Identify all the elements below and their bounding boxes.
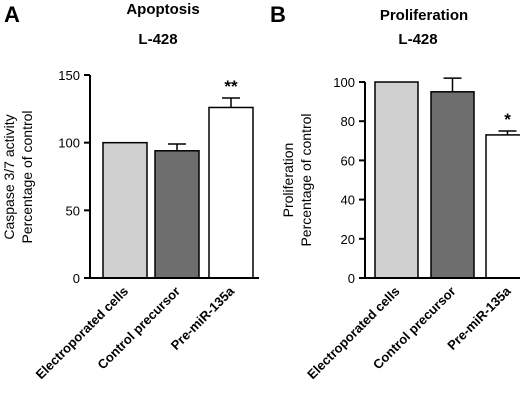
panel-a-significance-3: **	[224, 77, 238, 96]
panel-b-ytick-label: 100	[333, 75, 355, 90]
panel-a-bar-2	[154, 150, 200, 279]
panel-a-ytick-label: 50	[66, 203, 80, 218]
panel-b-category-label-1: Electroporated cells	[304, 284, 402, 382]
panel-b-ytick-label: 80	[341, 114, 355, 129]
panel-b-ytick-label: 40	[341, 193, 355, 208]
panel-b-letter: B	[270, 2, 286, 27]
panel-b-title: Proliferation	[380, 7, 468, 24]
panel-b-ylabel-line-2: Percentage of control	[298, 113, 314, 246]
panel-a-bar-3	[208, 106, 254, 279]
panel-b-ylabel-line-1: Proliferation	[280, 143, 296, 218]
panel-a-subtitle: L-428	[138, 31, 177, 48]
panel-a-ylabel-line-2: Percentage of control	[19, 110, 35, 243]
panel-a-bar-1	[102, 141, 148, 279]
panel-b-subtitle: L-428	[398, 31, 437, 48]
panel-b-bar-2	[430, 91, 475, 279]
panel-a-letter: A	[4, 2, 20, 27]
panel-b-bar-1	[374, 81, 419, 279]
panel-a-title: Apoptosis	[126, 1, 199, 18]
panel-a-category-label-1: Electroporated cells	[33, 284, 131, 382]
panel-a-ytick-label: 0	[73, 271, 80, 286]
panel-a-ytick-label: 150	[58, 68, 80, 83]
panel-b-bar-3	[485, 134, 520, 279]
panel-b-ytick-label: 60	[341, 153, 355, 168]
panel-a-ytick-label: 100	[58, 136, 80, 151]
panel-b-significance-3: *	[504, 110, 511, 129]
panel-a-ylabel-line-1: Caspase 3/7 activity	[1, 114, 17, 239]
panel-b-ytick-label: 20	[341, 232, 355, 247]
panel-b-ytick-label: 0	[348, 271, 355, 286]
